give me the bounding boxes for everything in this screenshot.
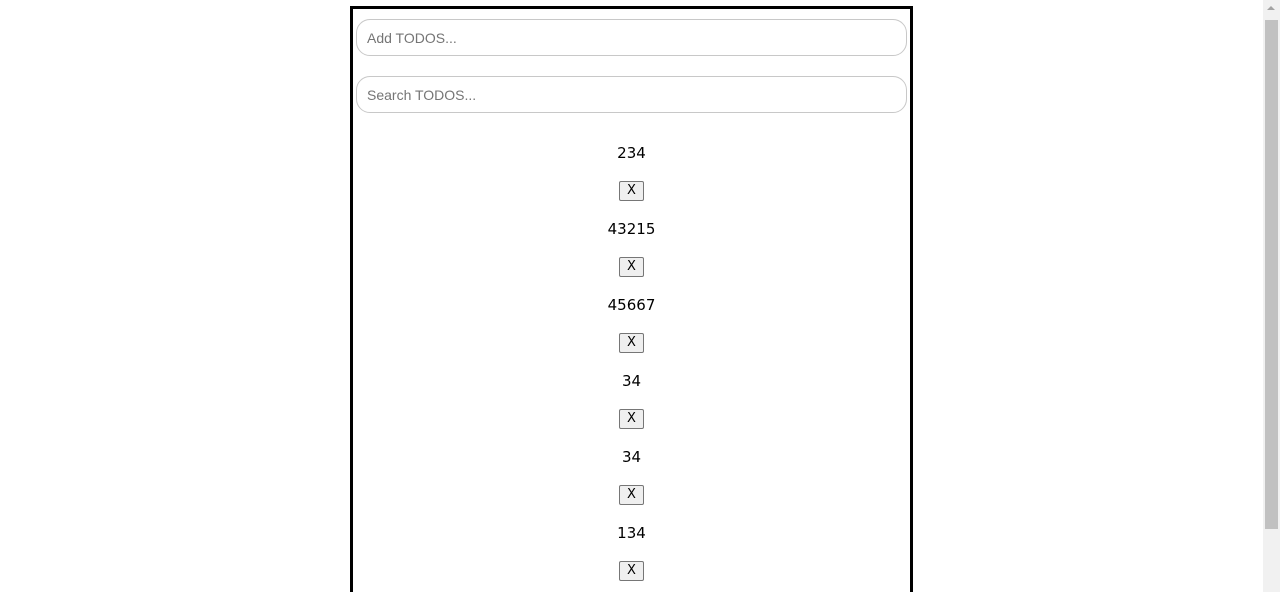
todo-text: 34 <box>621 448 642 466</box>
page-scrollbar[interactable] <box>1263 0 1280 592</box>
todo-item: 34 X <box>353 444 910 520</box>
todo-list: 234 X 43215 X 45667 X 34 X 34 X 134 X <box>353 140 910 592</box>
delete-todo-button[interactable]: X <box>619 409 644 429</box>
todo-app-container: 234 X 43215 X 45667 X 34 X 34 X 134 X <box>350 6 913 592</box>
todo-item: 45667 X <box>353 292 910 368</box>
delete-todo-button[interactable]: X <box>619 485 644 505</box>
todo-text: 34 <box>621 372 642 390</box>
todo-item: 134 X <box>353 520 910 592</box>
search-todo-input[interactable] <box>356 76 907 113</box>
todo-item: 34 X <box>353 368 910 444</box>
todo-text: 43215 <box>607 220 656 238</box>
delete-todo-button[interactable]: X <box>619 257 644 277</box>
delete-todo-button[interactable]: X <box>619 333 644 353</box>
delete-todo-button[interactable]: X <box>619 181 644 201</box>
todo-text: 134 <box>617 524 646 542</box>
scroll-up-arrow-icon[interactable] <box>1263 0 1280 17</box>
todo-text: 234 <box>617 144 646 162</box>
todo-item: 43215 X <box>353 216 910 292</box>
delete-todo-button[interactable]: X <box>619 561 644 581</box>
todo-text: 45667 <box>607 296 656 314</box>
add-todo-input[interactable] <box>356 19 907 56</box>
scrollbar-thumb[interactable] <box>1265 20 1278 529</box>
todo-item: 234 X <box>353 140 910 216</box>
